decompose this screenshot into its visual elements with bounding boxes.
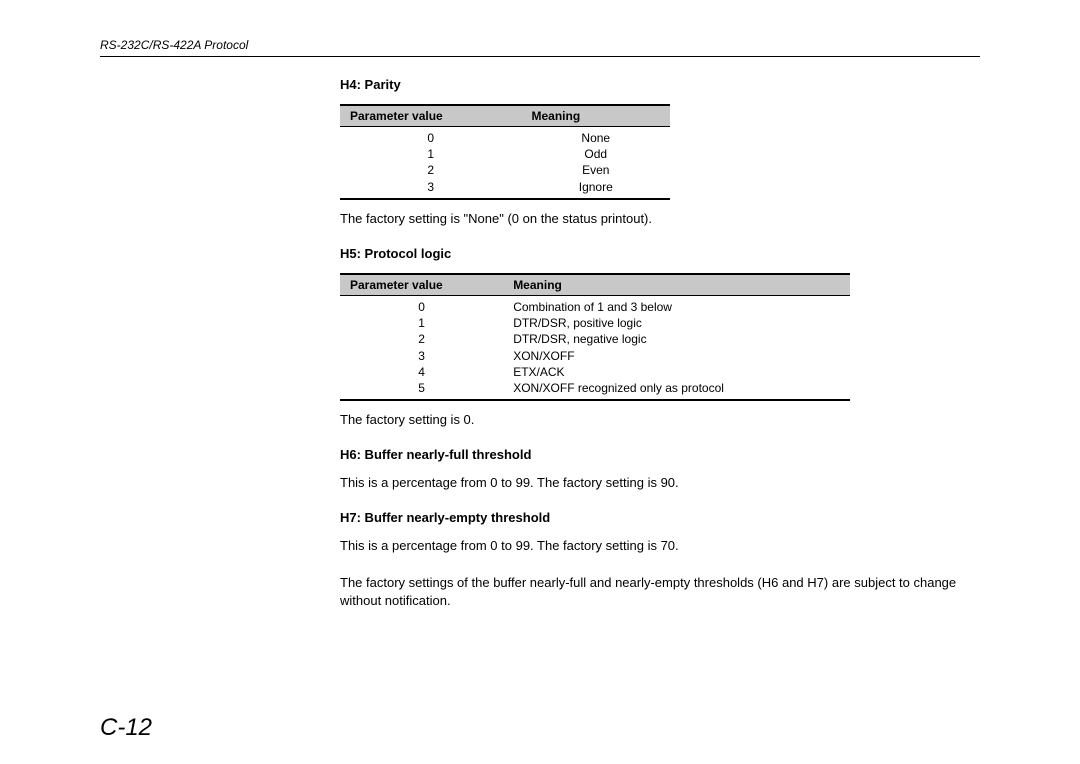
table-row: 1 DTR/DSR, positive logic [340, 315, 850, 331]
h4-footer-text: The factory setting is "None" (0 on the … [340, 210, 980, 228]
table-row: 3 Ignore [340, 179, 670, 199]
cell-meaning: Even [522, 162, 671, 178]
h7-body-text: This is a percentage from 0 to 99. The f… [340, 537, 980, 555]
table-header-row: Parameter value Meaning [340, 274, 850, 296]
cell-param: 2 [340, 162, 522, 178]
cell-meaning: DTR/DSR, negative logic [503, 331, 850, 347]
cell-param: 3 [340, 348, 503, 364]
table-row: 0 None [340, 127, 670, 147]
cell-meaning: XON/XOFF [503, 348, 850, 364]
cell-meaning: Ignore [522, 179, 671, 199]
heading-h6: H6: Buffer nearly-full threshold [340, 447, 980, 462]
cell-param: 2 [340, 331, 503, 347]
cell-param: 0 [340, 295, 503, 315]
cell-meaning: Odd [522, 146, 671, 162]
cell-meaning: ETX/ACK [503, 364, 850, 380]
h5-footer-text: The factory setting is 0. [340, 411, 980, 429]
table-header-param: Parameter value [340, 105, 522, 127]
table-header-param: Parameter value [340, 274, 503, 296]
page: RS-232C/RS-422A Protocol H4: Parity Para… [0, 0, 1080, 764]
heading-h4: H4: Parity [340, 77, 980, 92]
table-row: 2 DTR/DSR, negative logic [340, 331, 850, 347]
page-number: C-12 [100, 714, 152, 742]
table-row: 2 Even [340, 162, 670, 178]
table-row: 1 Odd [340, 146, 670, 162]
cell-param: 4 [340, 364, 503, 380]
cell-meaning: Combination of 1 and 3 below [503, 295, 850, 315]
cell-param: 1 [340, 315, 503, 331]
table-row: 4 ETX/ACK [340, 364, 850, 380]
footnote-text: The factory settings of the buffer nearl… [340, 574, 980, 610]
table-h5-protocol-logic: Parameter value Meaning 0 Combination of… [340, 273, 850, 401]
heading-h5: H5: Protocol logic [340, 246, 980, 261]
h6-body-text: This is a percentage from 0 to 99. The f… [340, 474, 980, 492]
content-area: H4: Parity Parameter value Meaning 0 Non… [100, 77, 980, 610]
table-h4-parity: Parameter value Meaning 0 None 1 Odd 2 E… [340, 104, 670, 200]
cell-meaning: None [522, 127, 671, 147]
table-header-row: Parameter value Meaning [340, 105, 670, 127]
table-header-meaning: Meaning [503, 274, 850, 296]
cell-param: 0 [340, 127, 522, 147]
cell-param: 1 [340, 146, 522, 162]
cell-param: 3 [340, 179, 522, 199]
header-rule [100, 56, 980, 57]
table-row: 5 XON/XOFF recognized only as protocol [340, 380, 850, 400]
cell-param: 5 [340, 380, 503, 400]
running-header: RS-232C/RS-422A Protocol [100, 38, 980, 52]
table-row: 0 Combination of 1 and 3 below [340, 295, 850, 315]
cell-meaning: XON/XOFF recognized only as protocol [503, 380, 850, 400]
table-row: 3 XON/XOFF [340, 348, 850, 364]
cell-meaning: DTR/DSR, positive logic [503, 315, 850, 331]
table-header-meaning: Meaning [522, 105, 671, 127]
heading-h7: H7: Buffer nearly-empty threshold [340, 510, 980, 525]
